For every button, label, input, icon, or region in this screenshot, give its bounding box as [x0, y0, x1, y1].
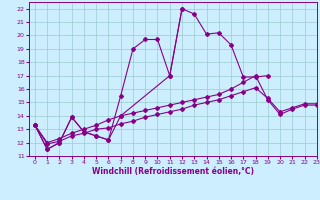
X-axis label: Windchill (Refroidissement éolien,°C): Windchill (Refroidissement éolien,°C) — [92, 167, 254, 176]
